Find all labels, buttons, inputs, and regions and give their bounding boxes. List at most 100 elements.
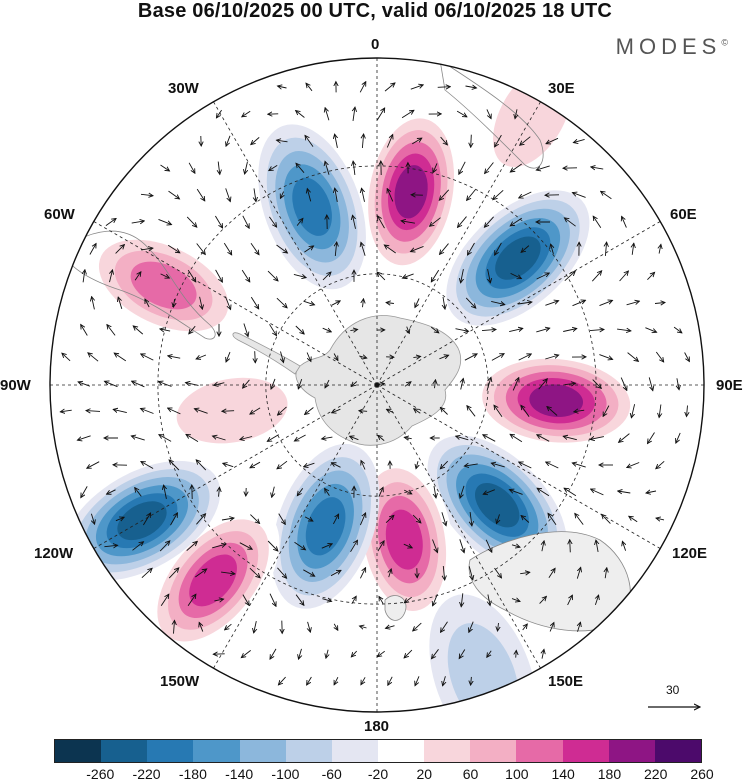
wind-arrow xyxy=(542,649,544,659)
wind-arrow xyxy=(105,218,116,226)
wind-arrow xyxy=(464,464,478,466)
wind-arrow xyxy=(141,354,154,361)
wind-arrow xyxy=(77,435,91,440)
wind-arrow xyxy=(241,650,251,657)
wind-arrow xyxy=(440,136,448,145)
wind-arrow xyxy=(564,218,576,227)
wind-arrow xyxy=(384,83,395,92)
wind-arrow xyxy=(563,329,577,332)
wind-arrow xyxy=(359,82,366,93)
wind-arrow xyxy=(629,516,638,523)
wind-arrow xyxy=(141,568,152,579)
wind-arrow xyxy=(619,433,630,443)
wind-arrow xyxy=(483,435,496,442)
wind-arrow xyxy=(459,161,466,174)
wind-arrow xyxy=(494,567,502,578)
wind-arrow xyxy=(548,568,555,578)
wind-arrow xyxy=(516,650,517,658)
wind-arrow xyxy=(278,513,286,525)
wind-arrow xyxy=(415,298,420,308)
wind-arrow xyxy=(384,245,396,254)
wind-arrow xyxy=(591,167,604,169)
wind-arrow xyxy=(461,269,464,283)
wind-arrow xyxy=(250,243,259,254)
wind-arrow xyxy=(174,620,175,634)
wind-arrow xyxy=(361,461,366,470)
wind-arrow xyxy=(113,409,127,414)
colorbar-tick: -140 xyxy=(225,766,254,782)
wind-arrow xyxy=(322,599,331,602)
wind-arrow xyxy=(277,140,288,142)
wind-arrow xyxy=(564,271,575,282)
wind-arrow xyxy=(325,379,330,388)
wind-arrow xyxy=(250,296,258,309)
wind-arrow xyxy=(240,437,253,440)
wind-arrow xyxy=(326,649,328,658)
wind-arrow xyxy=(622,216,627,228)
wind-arrow xyxy=(591,271,601,282)
wind-arrow xyxy=(269,593,276,607)
latitude-circle-1 xyxy=(157,165,597,605)
wind-arrow xyxy=(411,245,424,251)
wind-arrow xyxy=(194,409,208,414)
wind-arrow xyxy=(520,572,530,573)
wind-arrow xyxy=(486,109,491,118)
lon-label-60w: 60W xyxy=(44,206,75,223)
wind-arrow xyxy=(353,215,356,229)
wind-arrow xyxy=(572,463,586,468)
wind-arrow xyxy=(164,485,167,499)
wind-arrow xyxy=(627,462,640,468)
wind-arrow xyxy=(551,244,554,255)
colorbar-swatch-4 xyxy=(239,740,286,762)
wind-arrow xyxy=(402,273,414,278)
wind-arrow xyxy=(223,463,234,466)
wind-arrow xyxy=(141,409,154,414)
lon-label-60e: 60E xyxy=(670,206,697,223)
wind-arrow xyxy=(537,435,550,442)
wind-arrow xyxy=(87,461,100,469)
wind-arrow xyxy=(104,545,117,546)
wind-arrow xyxy=(249,567,260,578)
wind-arrow xyxy=(471,134,472,148)
wind-arrow xyxy=(186,383,199,386)
wind-arrow xyxy=(498,622,499,631)
wind-arrow xyxy=(297,488,304,495)
wind-arrow xyxy=(170,513,178,526)
wind-arrow xyxy=(86,411,101,412)
wind-arrow xyxy=(322,437,333,439)
wind-arrow xyxy=(464,354,477,361)
wind-arrow xyxy=(218,161,220,175)
reference-vector-label: 30 xyxy=(666,683,680,697)
colorbar-tick: -260 xyxy=(86,766,115,782)
wind-arrow xyxy=(168,356,181,358)
wind-arrow xyxy=(413,622,422,631)
wind-arrow xyxy=(351,381,358,387)
wind-arrow xyxy=(563,436,577,441)
wind-arrow xyxy=(226,135,231,146)
wind-arrow xyxy=(542,541,544,552)
wind-arrow xyxy=(186,216,197,227)
wind-arrow xyxy=(118,297,123,310)
wind-arrow xyxy=(353,161,355,175)
wind-arrow xyxy=(601,191,612,200)
colorbar-swatch-2 xyxy=(147,740,194,762)
wind-arrow xyxy=(362,134,363,149)
wind-arrow xyxy=(460,485,465,498)
wind-arrow xyxy=(684,352,690,362)
wind-arrow xyxy=(619,271,629,282)
wind-arrow xyxy=(245,161,248,174)
wind-arrow xyxy=(187,269,196,282)
colorbar-tick: -60 xyxy=(321,766,342,782)
wind-arrow xyxy=(295,325,304,334)
wind-arrow xyxy=(589,329,604,330)
meridian-line xyxy=(376,384,661,549)
wind-arrow xyxy=(430,217,441,227)
wind-arrow xyxy=(456,436,469,441)
wind-arrow xyxy=(603,405,610,417)
wind-arrow xyxy=(250,514,259,524)
anomaly-contour-8-3 xyxy=(130,261,197,310)
wind-arrow xyxy=(199,622,203,632)
wind-arrow xyxy=(593,216,602,229)
wind-arrow xyxy=(404,382,411,387)
wind-arrow xyxy=(521,516,530,523)
